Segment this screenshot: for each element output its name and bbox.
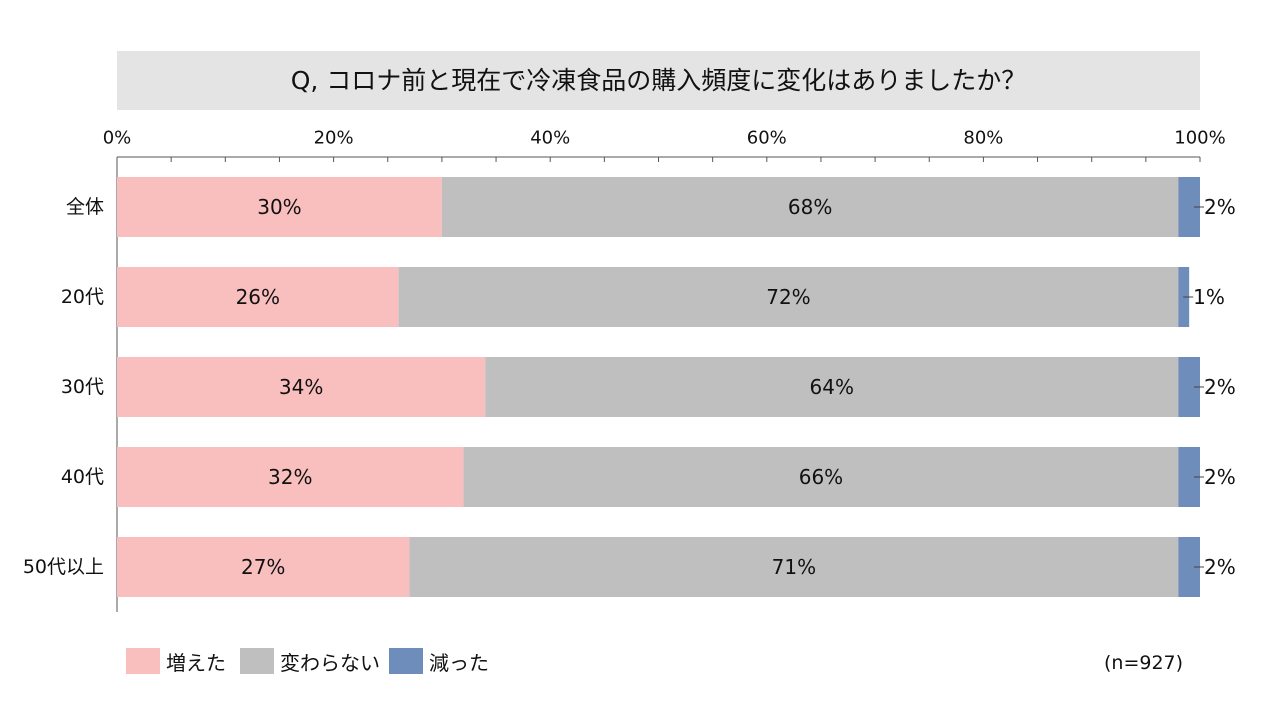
bar-segment-increased: [117, 267, 399, 327]
bar-segment-unchanged: [463, 447, 1179, 507]
data-label-unchanged: 68%: [788, 195, 832, 219]
x-tick-label: 20%: [314, 128, 354, 149]
category-label: 30代: [61, 376, 104, 398]
data-label-decreased: 2%: [1204, 375, 1236, 399]
chart-title: Q, コロナ前と現在で冷凍食品の購入頻度に変化はありましたか？: [290, 66, 1027, 95]
bar-segment-unchanged: [409, 537, 1179, 597]
data-label-increased: 26%: [236, 285, 280, 309]
bar-segment-increased: [117, 447, 464, 507]
sample-size-note: (n=927): [1104, 652, 1184, 674]
bar-segment-decreased: [1178, 177, 1200, 237]
x-tick-label: 100%: [1174, 128, 1225, 149]
data-label-decreased: 2%: [1204, 465, 1236, 489]
legend-label-unchanged: 変わらない: [280, 650, 380, 675]
bar-segment-increased: [117, 357, 486, 417]
legend-swatch-increased: [126, 648, 160, 674]
data-label-increased: 30%: [257, 195, 301, 219]
bar-segment-increased: [117, 537, 410, 597]
bar-segment-decreased: [1178, 537, 1200, 597]
chart-title-box: Q, コロナ前と現在で冷凍食品の購入頻度に変化はありましたか？: [117, 51, 1200, 110]
data-label-increased: 34%: [279, 375, 323, 399]
legend-item-decreased: 減った: [389, 647, 489, 675]
x-tick-label: 40%: [530, 128, 570, 149]
data-label-unchanged: 64%: [810, 375, 854, 399]
legend-swatch-decreased: [389, 648, 423, 674]
legend-label-decreased: 減った: [429, 650, 489, 675]
legend-item-increased: 増えた: [126, 647, 226, 675]
data-label-increased: 32%: [268, 465, 312, 489]
data-label-decreased: 2%: [1204, 195, 1236, 219]
legend-swatch-unchanged: [240, 648, 274, 674]
data-label-decreased: 1%: [1193, 285, 1225, 309]
legend-label-increased: 増えた: [166, 650, 226, 675]
data-label-unchanged: 72%: [766, 285, 810, 309]
bar-segment-decreased: [1178, 357, 1200, 417]
data-label-increased: 27%: [241, 555, 285, 579]
category-label: 20代: [61, 286, 104, 308]
bar-segment-decreased: [1178, 447, 1200, 507]
data-label-unchanged: 66%: [799, 465, 843, 489]
bar-segment-unchanged: [398, 267, 1179, 327]
x-tick-label: 60%: [747, 128, 787, 149]
category-label: 40代: [61, 466, 104, 488]
data-label-unchanged: 71%: [772, 555, 816, 579]
bar-segment-increased: [117, 177, 442, 237]
x-tick-label: 0%: [103, 128, 132, 149]
bar-segment-unchanged: [441, 177, 1179, 237]
data-label-decreased: 2%: [1204, 555, 1236, 579]
category-label: 全体: [66, 196, 104, 218]
bar-segment-unchanged: [485, 357, 1179, 417]
category-label: 50代以上: [23, 556, 104, 578]
x-tick-label: 80%: [963, 128, 1003, 149]
legend-item-unchanged: 変わらない: [240, 647, 380, 675]
